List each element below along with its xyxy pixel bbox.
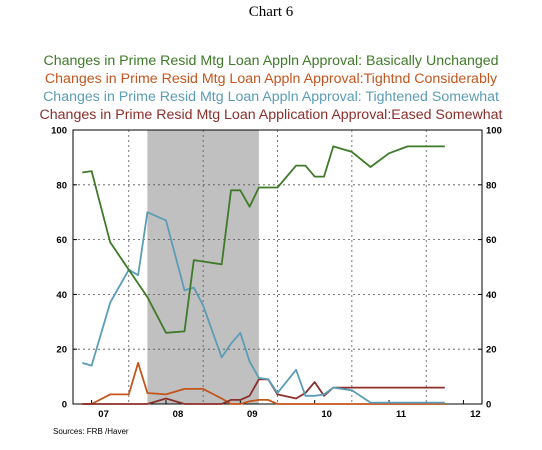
chart-title: Chart 6 [248,4,294,20]
series-line-unchanged [82,145,445,334]
series-line-tightened-considerably [82,361,445,405]
axis-ticks: 0 0 20 20 40 40 60 60 80 80 100 100 07 08 09 10 11 12 [51,126,502,421]
grid-lines [73,130,482,404]
y-tick-label-right: 20 [486,345,497,356]
x-tick-label: 12 [470,409,481,420]
y-tick-label-right: 40 [486,290,497,301]
y-tick-label-left: 100 [51,126,67,137]
y-tick-label-right: 100 [486,126,502,137]
y-tick-label-left: 80 [56,180,67,191]
y-tick-label-left: 40 [56,290,67,301]
source-note: Sources: FRB /Haver [53,427,129,436]
x-tick-label: 09 [247,409,258,420]
x-tick-label: 11 [396,409,407,420]
series-line-eased-somewhat [82,378,445,405]
x-tick-label: 08 [173,409,184,420]
legend-entry-tightened-somewhat: Changes in Prime Resid Mtg Loan Appln Ap… [43,89,499,105]
y-tick-label-left: 0 [62,400,67,411]
y-tick-label-right: 80 [486,180,497,191]
y-tick-label-right: 0 [486,400,491,411]
series-lines [82,145,445,405]
y-tick-label-left: 20 [56,345,67,356]
chart-legend: Changes in Prime Resid Mtg Loan Appln Ap… [0,52,542,124]
x-tick-label: 07 [98,409,109,420]
x-tick-label: 10 [321,409,332,420]
legend-entry-tightened-considerably: Changes in Prime Resid Mtg Loan Appln Ap… [44,71,498,87]
y-tick-label-right: 60 [486,235,497,246]
y-tick-label-left: 60 [56,235,67,246]
legend-entry-unchanged: Changes in Prime Resid Mtg Loan Appln Ap… [43,53,499,69]
legend-entry-eased-somewhat: Changes in Prime Resid Mtg Loan Applicat… [39,107,503,123]
series-line-tightened-somewhat [82,211,445,404]
